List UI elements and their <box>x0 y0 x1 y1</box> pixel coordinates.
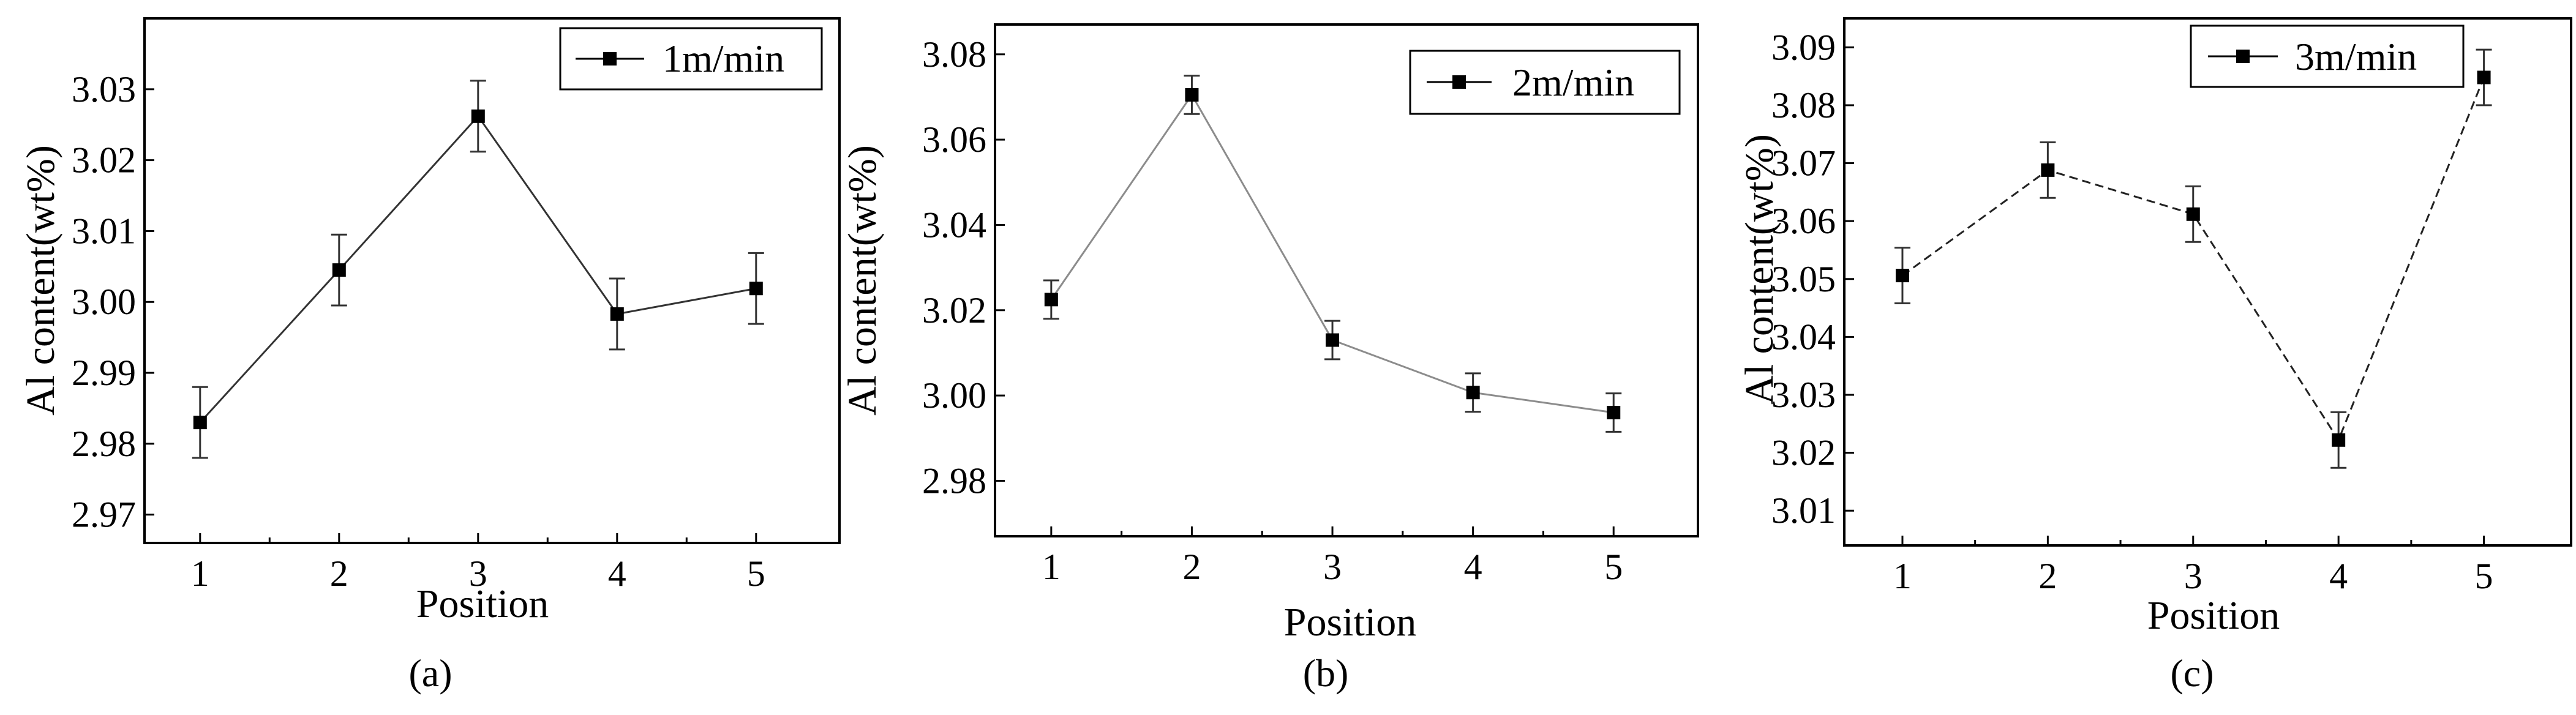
y-tick-label: 3.08 <box>1771 85 1836 125</box>
data-point <box>1607 405 1621 419</box>
y-tick-label: 3.03 <box>72 69 136 110</box>
panel-a-legend-label: 1m/min <box>663 37 784 80</box>
panel-c-tick-labels: 1 2 3 4 5 3.01 3.02 3.03 3.04 3.05 3.06 3.07 3.08 3.0… <box>1771 27 2493 596</box>
y-tick-label: 3.06 <box>922 119 986 160</box>
y-tick-label: 3.00 <box>72 282 136 322</box>
y-tick-label: 3.04 <box>1771 316 1836 357</box>
panel-c-legend: 3m/min <box>2190 24 2465 88</box>
x-tick-label: 2 <box>330 553 348 594</box>
panel-c-y-axis-title: Al content(wt%) <box>1737 134 1782 405</box>
panel-c-plot-frame <box>1843 17 2572 547</box>
panel-b-legend: 2m/min <box>1409 50 1681 115</box>
x-tick-label: 2 <box>2038 556 2057 596</box>
series-line <box>199 114 757 424</box>
y-tick-label: 2.98 <box>72 424 136 464</box>
data-point <box>1895 269 1909 283</box>
x-tick-label: 5 <box>2475 556 2493 596</box>
y-tick-label: 3.08 <box>922 34 986 75</box>
data-point <box>749 282 763 296</box>
panel-a-tick-labels: 1 2 3 4 5 2.97 2.98 2.99 3.00 3.01 3.02 3.03 <box>72 69 765 594</box>
x-tick-label: 1 <box>191 553 209 594</box>
data-point <box>1185 88 1199 102</box>
panel-b-tick-labels: 1 2 3 4 5 2.98 3.00 3.02 3.04 3.06 3.08 <box>922 34 1623 587</box>
y-tick-label: 3.01 <box>1771 490 1836 531</box>
x-tick-label: 1 <box>1042 547 1061 587</box>
data-point <box>332 263 346 277</box>
series-line <box>1050 93 1614 414</box>
data-point <box>2477 70 2491 84</box>
y-tick-label: 2.99 <box>72 353 136 393</box>
y-tick-label: 3.07 <box>1771 143 1836 184</box>
x-tick-label: 4 <box>1464 547 1482 587</box>
y-tick-label: 3.02 <box>72 140 136 181</box>
y-tick-label: 2.98 <box>922 460 986 501</box>
panel-b-label: (b) <box>1303 651 1349 695</box>
x-tick-label: 3 <box>1323 547 1342 587</box>
panel-a-label: (a) <box>408 651 452 695</box>
data-point <box>1044 293 1058 307</box>
y-tick-label: 3.02 <box>1771 433 1836 473</box>
x-tick-label: 5 <box>747 553 765 594</box>
data-point <box>1326 333 1340 347</box>
panel-b-plot-frame <box>994 23 1699 537</box>
panel-a: 1 2 3 4 5 2.97 2.98 2.99 3.00 3.01 3.02 3.03 Al con… <box>18 17 841 695</box>
panel-b-y-axis-title: Al content(wt%) <box>840 145 885 416</box>
data-point <box>2041 163 2055 177</box>
panel-a-y-axis-title: Al content(wt%) <box>18 145 63 416</box>
x-tick-label: 4 <box>2329 556 2348 596</box>
data-point <box>193 416 207 430</box>
y-tick-label: 3.02 <box>922 290 986 331</box>
panel-b-x-axis-title: Position <box>1284 600 1416 645</box>
panel-a-legend: 1m/min <box>559 27 823 91</box>
data-point <box>471 109 485 123</box>
panel-c-series <box>1894 48 2492 469</box>
panel-a-series <box>192 80 764 459</box>
data-point <box>1466 386 1480 400</box>
panel-a-legend-marker <box>603 52 617 66</box>
x-tick-label: 5 <box>1604 547 1623 587</box>
y-tick-label: 3.01 <box>72 211 136 251</box>
panel-b: 1 2 3 4 5 2.98 3.00 3.02 3.04 3.06 3.08 Al content… <box>840 23 1699 695</box>
series-line <box>1902 77 2485 443</box>
y-tick-label: 3.09 <box>1771 27 1836 67</box>
y-tick-label: 3.05 <box>1771 259 1836 299</box>
panel-c-legend-marker <box>2236 50 2250 63</box>
y-tick-label: 3.06 <box>1771 201 1836 241</box>
panel-c-label: (c) <box>2170 651 2214 695</box>
y-tick-label: 3.03 <box>1771 375 1836 415</box>
y-tick-label: 3.04 <box>922 204 986 245</box>
panel-a-plot-frame <box>143 17 841 544</box>
x-tick-label: 1 <box>1893 556 1912 596</box>
panel-c-legend-label: 3m/min <box>2295 35 2417 78</box>
panel-b-legend-marker <box>1452 75 1466 89</box>
data-point <box>2332 433 2346 447</box>
y-tick-label: 2.97 <box>72 495 136 535</box>
x-tick-label: 4 <box>608 553 626 594</box>
x-tick-label: 3 <box>469 553 487 594</box>
panel-a-x-axis-title: Position <box>416 582 549 626</box>
data-point <box>2186 207 2200 221</box>
panel-c: 1 2 3 4 5 3.01 3.02 3.03 3.04 3.05 3.06 3.07 3.08 3.0… <box>1737 17 2572 695</box>
y-tick-label: 3.00 <box>922 375 986 416</box>
panel-b-legend-label: 2m/min <box>1512 61 1634 104</box>
x-tick-label: 2 <box>1182 547 1201 587</box>
panel-b-series <box>1043 75 1622 433</box>
panel-c-x-axis-title: Position <box>2147 593 2280 638</box>
x-tick-label: 3 <box>2184 556 2202 596</box>
panel-c-ticks <box>1844 46 2485 545</box>
data-point <box>610 307 624 321</box>
panel-a-ticks <box>145 88 757 543</box>
panel-b-ticks <box>995 53 1615 536</box>
